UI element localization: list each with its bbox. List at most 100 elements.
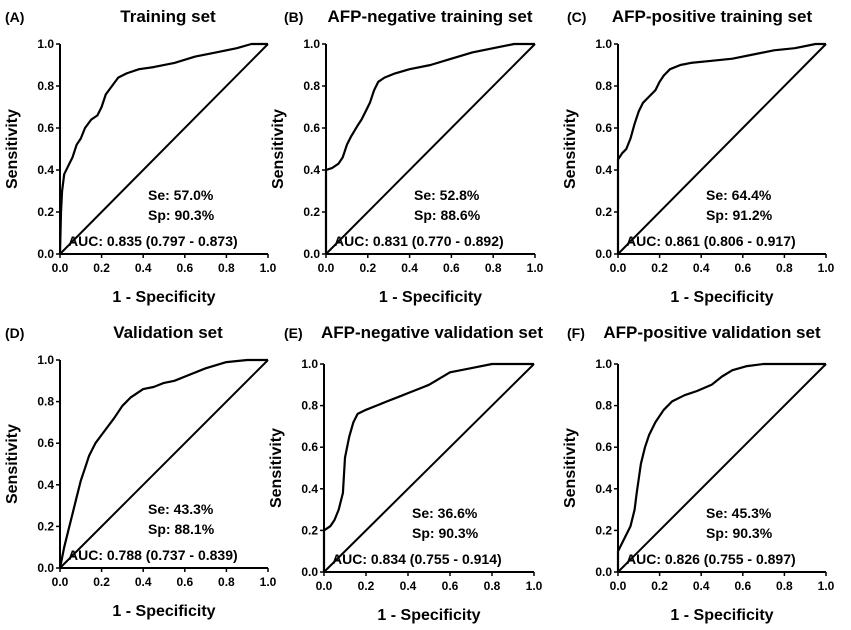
x-tick-label: 0.8 bbox=[218, 261, 235, 275]
roc-panel-3: (C) AFP-positive training set 0.0 0.2 0.4 0.6… bbox=[562, 7, 835, 306]
auc-value: AUC: 0.835 (0.797 - 0.873) bbox=[68, 233, 238, 249]
reference-diagonal bbox=[323, 363, 535, 573]
roc-curve bbox=[322, 362, 534, 572]
x-tick-label: 0.2 bbox=[651, 579, 668, 593]
y-tick-label: 0.6 bbox=[595, 121, 612, 135]
auc-value: AUC: 0.826 (0.755 - 0.897) bbox=[626, 551, 796, 567]
x-tick-label: 0.0 bbox=[610, 579, 627, 593]
auc-value: AUC: 0.831 (0.770 - 0.892) bbox=[334, 233, 504, 249]
y-tick-label: 0.2 bbox=[37, 519, 54, 533]
y-tick-label: 0.4 bbox=[595, 482, 612, 496]
roc-panel-1: (A) Training set 0.0 0.2 0.4 0.6 0.8 1.0 0.0 0.2 0… bbox=[4, 7, 277, 306]
reference-diagonal bbox=[617, 43, 827, 255]
x-tick-label: 0.0 bbox=[316, 579, 333, 593]
specificity-value: Sp: 91.2% bbox=[706, 207, 773, 223]
panel-letter: (C) bbox=[567, 9, 586, 25]
x-tick-label: 0.4 bbox=[693, 261, 710, 275]
y-tick-label: 0.6 bbox=[303, 121, 320, 135]
y-tick-label: 1.0 bbox=[301, 357, 318, 371]
y-tick-label: 0.4 bbox=[595, 163, 612, 177]
x-tick-label: 1.0 bbox=[818, 261, 835, 275]
y-tick-label: 0.0 bbox=[595, 247, 612, 261]
auc-value: AUC: 0.834 (0.755 - 0.914) bbox=[332, 551, 502, 567]
specificity-value: Sp: 90.3% bbox=[148, 207, 215, 223]
y-tick-label: 0.6 bbox=[595, 440, 612, 454]
y-tick-label: 0.6 bbox=[37, 436, 54, 450]
y-tick-label: 0.6 bbox=[37, 121, 54, 135]
y-tick-label: 0.2 bbox=[595, 205, 612, 219]
panel-letter: (E) bbox=[284, 325, 303, 341]
y-tick-label: 1.0 bbox=[595, 357, 612, 371]
x-tick-label: 0.6 bbox=[176, 575, 193, 589]
roc-panel-2: (B) AFP-negative training set 0.0 0.2 0.4 0.6… bbox=[270, 7, 544, 306]
x-tick-label: 0.6 bbox=[442, 579, 459, 593]
y-tick-label: 0.2 bbox=[37, 205, 54, 219]
y-tick-label: 0.2 bbox=[303, 205, 320, 219]
x-tick-label: 0.8 bbox=[485, 261, 502, 275]
panel-letter: (F) bbox=[567, 325, 585, 341]
x-axis-label: 1 - Specificity bbox=[112, 289, 215, 306]
panel-letter: (A) bbox=[5, 9, 24, 25]
reference-diagonal bbox=[325, 43, 536, 255]
panel-letter: (D) bbox=[5, 325, 24, 341]
x-axis-label: 1 - Specificity bbox=[112, 603, 215, 620]
x-tick-label: 0.8 bbox=[776, 579, 793, 593]
specificity-value: Sp: 88.1% bbox=[148, 521, 215, 537]
x-axis-label: 1 - Specificity bbox=[670, 607, 773, 624]
y-tick-label: 0.2 bbox=[595, 523, 612, 537]
x-tick-label: 0.6 bbox=[734, 579, 751, 593]
y-tick-label: 0.8 bbox=[37, 79, 54, 93]
x-tick-label: 0.2 bbox=[358, 579, 375, 593]
panel-title: AFP-negative training set bbox=[328, 7, 533, 26]
y-tick-label: 0.0 bbox=[37, 247, 54, 261]
roc-panel-4: (D) Validation set 0.0 0.2 0.4 0.6 0.8 1.0 0.0 0.… bbox=[4, 323, 277, 620]
x-tick-label: 0.2 bbox=[359, 261, 376, 275]
y-tick-label: 0.8 bbox=[301, 399, 318, 413]
x-tick-label: 0.4 bbox=[135, 575, 152, 589]
x-tick-label: 1.0 bbox=[260, 575, 277, 589]
y-tick-label: 0.6 bbox=[301, 440, 318, 454]
y-axis-label: Sensitivity bbox=[4, 424, 21, 504]
x-tick-label: 0.6 bbox=[443, 261, 460, 275]
auc-value: AUC: 0.861 (0.806 - 0.917) bbox=[626, 233, 796, 249]
y-tick-label: 0.8 bbox=[595, 399, 612, 413]
y-tick-label: 0.0 bbox=[595, 565, 612, 579]
roc-curve bbox=[58, 358, 268, 569]
panel-title: AFP-positive training set bbox=[612, 7, 813, 26]
y-tick-label: 0.4 bbox=[301, 482, 318, 496]
x-tick-label: 0.2 bbox=[651, 261, 668, 275]
y-axis-label: Sensitivity bbox=[562, 428, 579, 508]
panel-title: AFP-positive validation set bbox=[603, 323, 821, 342]
sensitivity-value: Se: 43.3% bbox=[148, 501, 214, 517]
sensitivity-value: Se: 36.6% bbox=[412, 505, 478, 521]
x-tick-label: 0.6 bbox=[734, 261, 751, 275]
roc-panel-5: (E) AFP-negative validation set 0.0 0.2 0.4 0… bbox=[268, 323, 543, 624]
x-tick-label: 0.4 bbox=[400, 579, 417, 593]
x-tick-label: 0.0 bbox=[52, 575, 69, 589]
y-tick-label: 1.0 bbox=[303, 37, 320, 51]
panel-title: AFP-negative validation set bbox=[321, 323, 543, 342]
x-tick-label: 1.0 bbox=[818, 579, 835, 593]
roc-curve bbox=[616, 362, 826, 572]
reference-diagonal bbox=[617, 363, 827, 573]
roc-curve bbox=[324, 42, 535, 254]
y-tick-label: 0.4 bbox=[303, 163, 320, 177]
y-axis-label: Sensitivity bbox=[270, 109, 287, 189]
x-tick-label: 0.4 bbox=[135, 261, 152, 275]
y-tick-label: 0.4 bbox=[37, 478, 54, 492]
y-tick-label: 0.2 bbox=[301, 523, 318, 537]
reference-diagonal bbox=[59, 359, 269, 569]
x-tick-label: 0.2 bbox=[93, 575, 110, 589]
x-tick-label: 0.0 bbox=[318, 261, 335, 275]
y-tick-label: 1.0 bbox=[37, 353, 54, 367]
x-axis-label: 1 - Specificity bbox=[670, 289, 773, 306]
x-tick-label: 1.0 bbox=[526, 579, 543, 593]
y-tick-label: 0.8 bbox=[37, 395, 54, 409]
panel-letter: (B) bbox=[284, 9, 303, 25]
roc-curve bbox=[58, 42, 268, 255]
y-tick-label: 1.0 bbox=[595, 37, 612, 51]
panel-title: Training set bbox=[120, 7, 216, 26]
x-tick-label: 0.6 bbox=[176, 261, 193, 275]
x-tick-label: 0.8 bbox=[776, 261, 793, 275]
